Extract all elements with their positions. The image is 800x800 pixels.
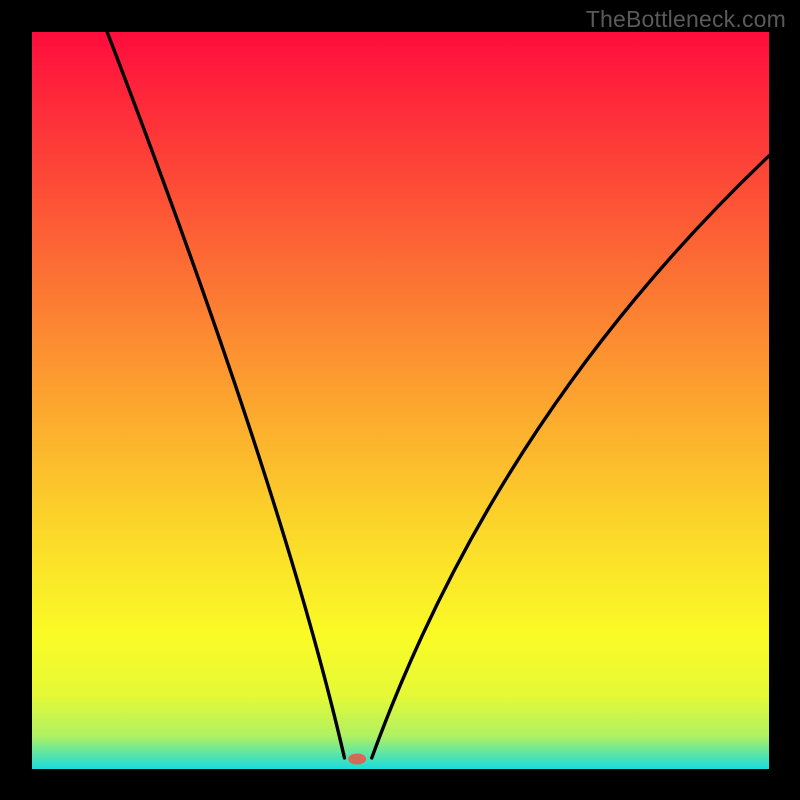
- minimum-marker: [348, 753, 366, 764]
- curve-left-branch: [107, 32, 344, 758]
- curve-right-branch: [372, 156, 769, 758]
- watermark-text: TheBottleneck.com: [586, 6, 786, 33]
- plot-area: [32, 32, 769, 769]
- bottleneck-curve: [32, 32, 769, 769]
